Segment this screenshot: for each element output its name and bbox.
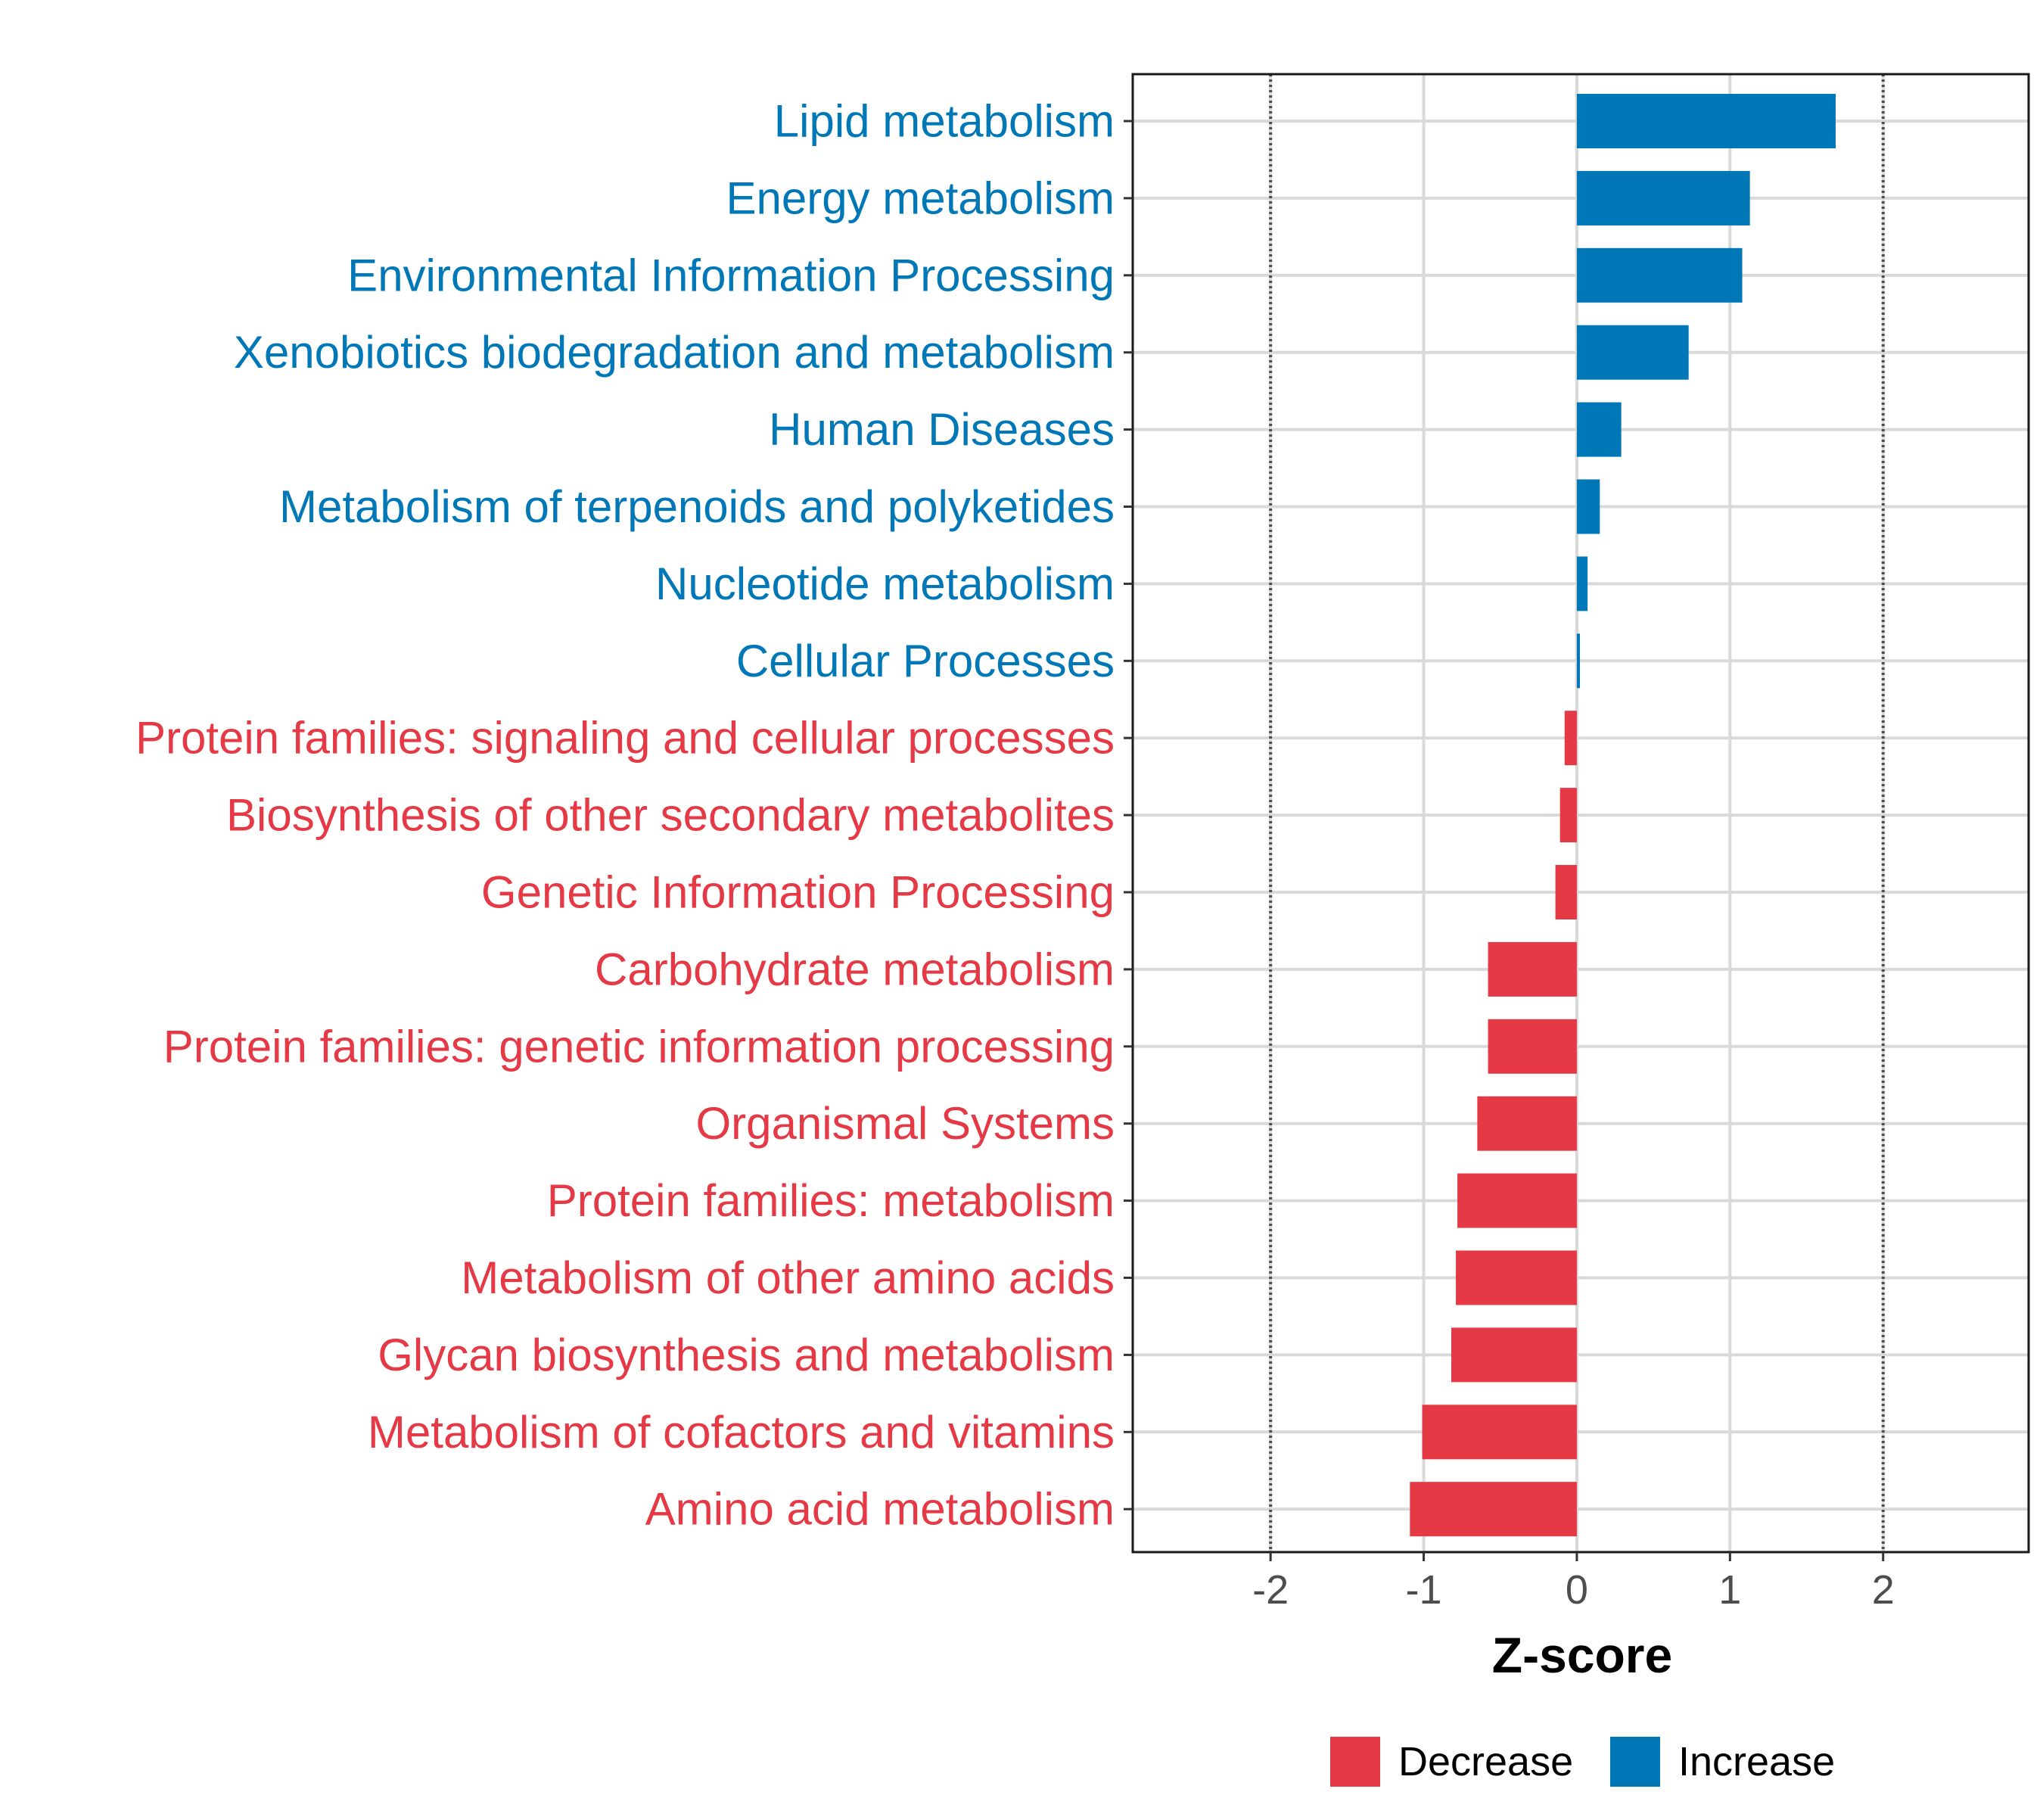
- legend: Decrease Increase: [1330, 1737, 1835, 1787]
- bar: [1576, 556, 1588, 611]
- category-label: Genetic Information Processing: [481, 867, 1115, 918]
- panel-border: [1131, 73, 2030, 1554]
- category-label: Biosynthesis of other secondary metaboli…: [226, 790, 1115, 841]
- category-label: Lipid metabolism: [774, 96, 1115, 147]
- category-label: Energy metabolism: [726, 173, 1115, 223]
- x-tick-label: 0: [1566, 1567, 1588, 1613]
- category-label: Protein families: genetic information pr…: [163, 1021, 1115, 1072]
- category-label: Environmental Information Processing: [347, 250, 1115, 300]
- category-label: Protein families: metabolism: [547, 1175, 1115, 1226]
- bar: [1457, 1173, 1577, 1228]
- bar: [1410, 1482, 1577, 1537]
- panel-layer: [1131, 73, 2030, 1554]
- legend-key: [1610, 1737, 1660, 1787]
- category-label: Xenobiotics biodegradation and metabolis…: [234, 327, 1115, 378]
- bar: [1576, 633, 1580, 689]
- bar: [1555, 865, 1577, 919]
- x-tick-label: -1: [1406, 1567, 1442, 1613]
- x-tick-label: 1: [1718, 1567, 1741, 1613]
- bar: [1576, 94, 1836, 148]
- category-label: Human Diseases: [769, 404, 1115, 455]
- category-label: Metabolism of other amino acids: [461, 1252, 1115, 1303]
- bar: [1576, 170, 1750, 226]
- category-label: Glycan biosynthesis and metabolism: [378, 1330, 1115, 1380]
- legend-label: Decrease: [1398, 1739, 1573, 1784]
- bar: [1576, 479, 1600, 534]
- x-axis: -2 -1 0 1 2: [1252, 1552, 1895, 1613]
- bar: [1488, 941, 1577, 997]
- category-label: Nucleotide metabolism: [655, 558, 1115, 609]
- bar: [1456, 1250, 1577, 1305]
- y-axis: Lipid metabolism Energy metabolism Environ…: [135, 96, 1133, 1535]
- category-label: Metabolism of cofactors and vitamins: [368, 1407, 1115, 1458]
- x-tick-label: -2: [1252, 1567, 1289, 1613]
- bar: [1576, 247, 1743, 303]
- bar: [1477, 1096, 1577, 1151]
- category-label: Protein families: signaling and cellular…: [135, 713, 1115, 764]
- bar: [1488, 1019, 1577, 1074]
- bar: [1564, 711, 1577, 766]
- bar-layer: [1410, 94, 1836, 1537]
- grid-layer: [1133, 74, 2029, 1552]
- legend-label: Increase: [1678, 1739, 1835, 1784]
- category-label: Cellular Processes: [736, 636, 1115, 686]
- category-label: Amino acid metabolism: [645, 1484, 1115, 1535]
- bar: [1559, 788, 1577, 843]
- category-label: Organismal Systems: [696, 1098, 1115, 1149]
- legend-key: [1330, 1737, 1380, 1787]
- bar: [1422, 1405, 1577, 1460]
- x-axis-title: Z-score: [1492, 1627, 1672, 1683]
- bar: [1451, 1327, 1577, 1383]
- bar: [1576, 325, 1689, 380]
- category-label: Carbohydrate metabolism: [595, 944, 1115, 994]
- bar: [1576, 402, 1622, 457]
- x-tick-label: 2: [1872, 1567, 1895, 1613]
- category-label: Metabolism of terpenoids and polyketides: [279, 481, 1115, 532]
